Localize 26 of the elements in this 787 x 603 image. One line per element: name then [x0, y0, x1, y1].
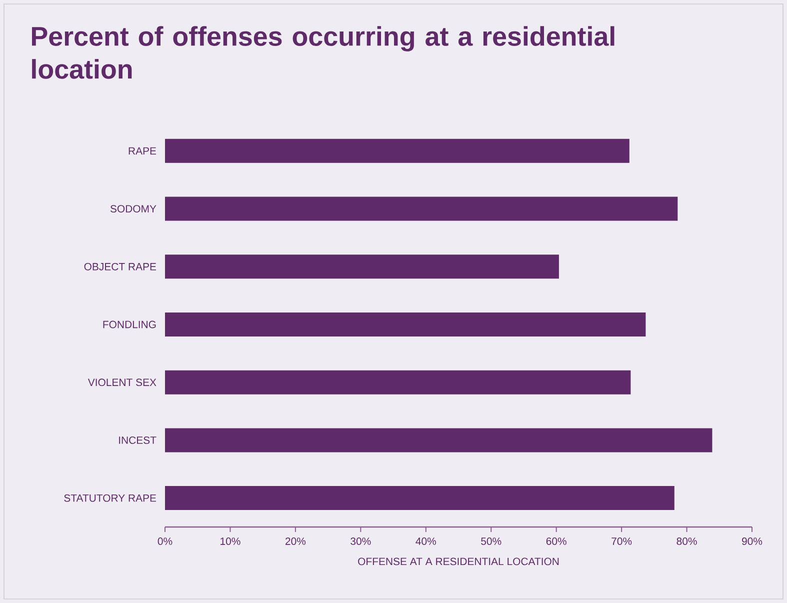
bar: [165, 370, 631, 394]
x-tick-label: 10%: [220, 538, 240, 545]
bar: [165, 486, 674, 510]
x-tick-label: 90%: [742, 538, 762, 545]
x-tick-label: 0%: [158, 538, 172, 545]
x-axis-title: OFFENSE AT A RESIDENTIAL LOCATION: [358, 558, 559, 566]
x-tick-label: 60%: [546, 538, 566, 545]
x-tick-label: 50%: [481, 538, 502, 545]
y-tick-label: INCEST: [119, 436, 156, 444]
x-tick-label: 20%: [286, 538, 306, 545]
y-tick-label: SODOMY: [110, 205, 156, 212]
y-tick-label: RAPE: [128, 147, 156, 155]
bar: [165, 312, 646, 336]
bar: [165, 138, 630, 163]
x-tick-label: 40%: [416, 538, 436, 545]
x-tick-label: 70%: [612, 538, 632, 545]
chart-title: Percent of offenses occurring at a residential location: [32, 26, 614, 79]
bar: [165, 196, 678, 221]
x-tick-label: 30%: [350, 538, 371, 545]
bar: [165, 254, 559, 279]
bar: [165, 428, 712, 452]
y-tick-label: FONDLING: [103, 320, 156, 328]
y-tick-label: VIOLENT SEX: [88, 378, 156, 386]
y-tick-label: STATUTORY RAPE: [64, 494, 156, 502]
y-tick-label: OBJECT RAPE: [84, 262, 156, 270]
x-tick-label: 80%: [676, 538, 697, 545]
